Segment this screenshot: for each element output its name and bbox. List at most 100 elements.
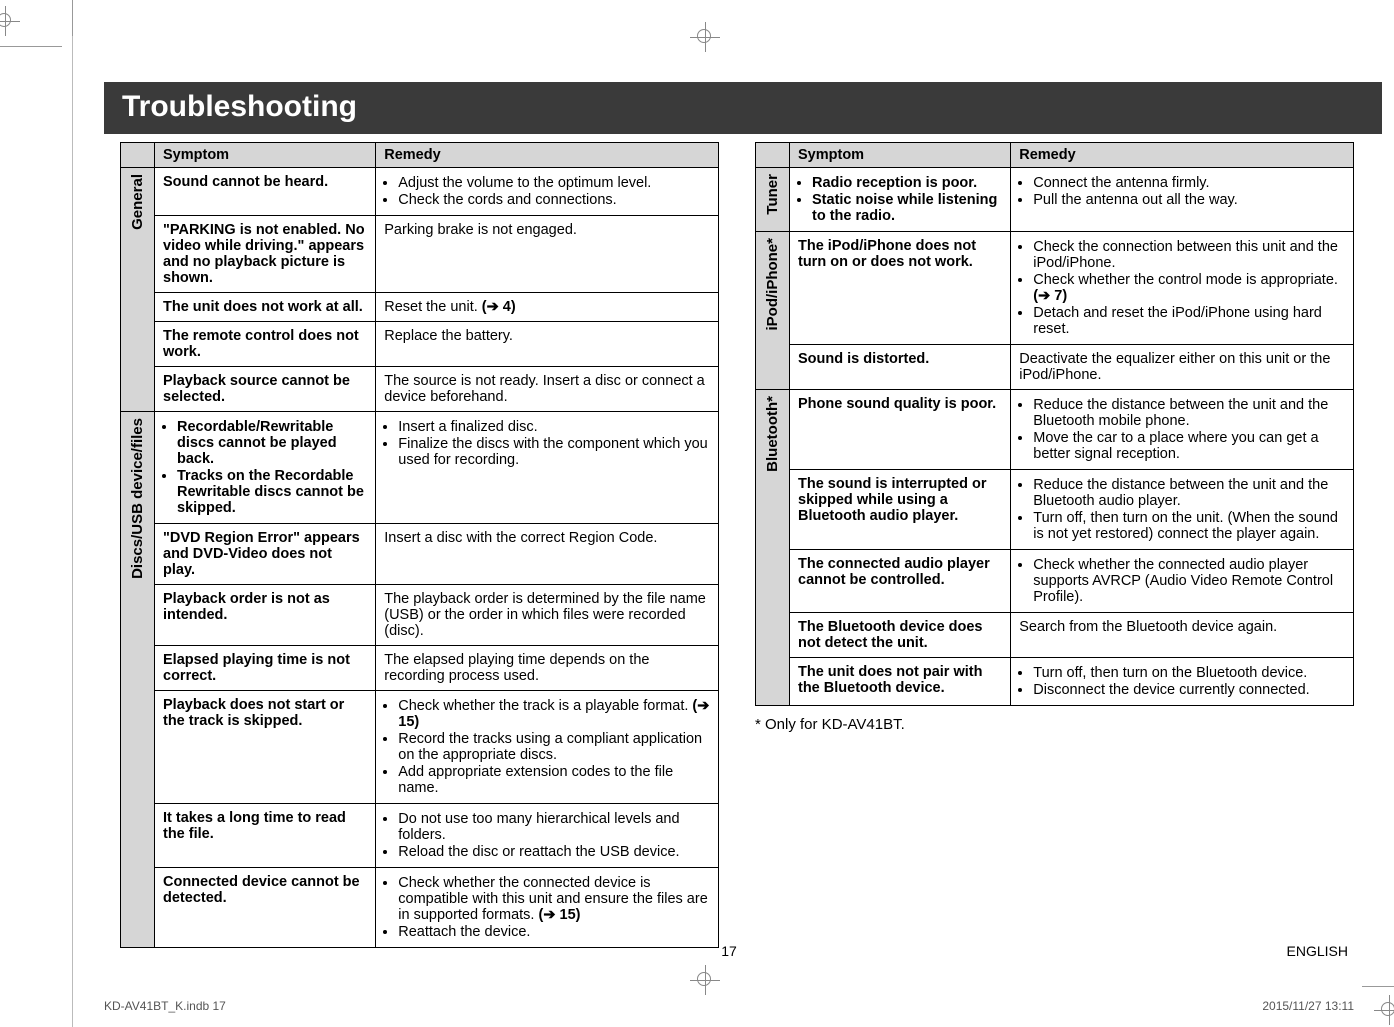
- table-row: Bluetooth*Phone sound quality is poor.Re…: [756, 390, 1354, 470]
- remedy-cell: Replace the battery.: [376, 322, 719, 367]
- symptom-cell: Sound cannot be heard.: [155, 168, 376, 216]
- remedy-item: Check whether the track is a playable fo…: [398, 698, 710, 730]
- remedy-cell: Reduce the distance between the unit and…: [1011, 390, 1354, 470]
- remedy-item: Move the car to a place where you can ge…: [1033, 430, 1345, 462]
- left-column: SymptomRemedyGeneralSound cannot be hear…: [120, 142, 719, 948]
- remedy-cell: Adjust the volume to the optimum level.C…: [376, 168, 719, 216]
- remedy-cell: The playback order is determined by the …: [376, 585, 719, 646]
- section-label: iPod/iPhone*: [756, 232, 790, 390]
- remedy-item: Finalize the discs with the component wh…: [398, 436, 710, 468]
- page-footer: 17 ENGLISH: [104, 943, 1354, 959]
- table-row: The sound is interrupted or skipped whil…: [756, 470, 1354, 550]
- symptom-cell: Connected device cannot be detected.: [155, 868, 376, 948]
- symptom-cell: Radio reception is poor.Static noise whi…: [790, 168, 1011, 232]
- table-row: The unit does not pair with the Bluetoot…: [756, 658, 1354, 706]
- section-label: Discs/USB device/files: [121, 412, 155, 948]
- remedy-item: Check the cords and connections.: [398, 192, 710, 208]
- remedy-item: Check whether the control mode is approp…: [1033, 272, 1345, 304]
- table-row: Sound is distorted.Deactivate the equali…: [756, 345, 1354, 390]
- right-column: SymptomRemedyTunerRadio reception is poo…: [755, 142, 1354, 948]
- remedy-item: Insert a finalized disc.: [398, 419, 710, 435]
- symptom-cell: The Bluetooth device does not detect the…: [790, 613, 1011, 658]
- symptom-cell: Recordable/Rewritable discs cannot be pl…: [155, 412, 376, 524]
- crop-mark: [0, 46, 62, 47]
- remedy-cell: Check the connection between this unit a…: [1011, 232, 1354, 345]
- col-symptom: Symptom: [790, 143, 1011, 168]
- section-label: Tuner: [756, 168, 790, 232]
- table-row: GeneralSound cannot be heard.Adjust the …: [121, 168, 719, 216]
- remedy-cell: Deactivate the equalizer either on this …: [1011, 345, 1354, 390]
- remedy-item: Turn off, then turn on the unit. (When t…: [1033, 510, 1345, 542]
- col-remedy: Remedy: [1011, 143, 1354, 168]
- register-mark-tl: [0, 6, 20, 36]
- table-row: The connected audio player cannot be con…: [756, 550, 1354, 613]
- remedy-cell: Parking brake is not engaged.: [376, 216, 719, 293]
- register-mark-top: [690, 22, 720, 52]
- symptom-cell: Playback does not start or the track is …: [155, 691, 376, 804]
- remedy-item: Adjust the volume to the optimum level.: [398, 175, 710, 191]
- remedy-cell: Check whether the connected audio player…: [1011, 550, 1354, 613]
- table-row: Discs/USB device/filesRecordable/Rewrita…: [121, 412, 719, 524]
- remedy-cell: Turn off, then turn on the Bluetooth dev…: [1011, 658, 1354, 706]
- remedy-item: Disconnect the device currently connecte…: [1033, 682, 1345, 698]
- remedy-item: Reattach the device.: [398, 924, 710, 940]
- symptom-cell: Playback source cannot be selected.: [155, 367, 376, 412]
- remedy-item: Detach and reset the iPod/iPhone using h…: [1033, 305, 1345, 337]
- symptom-cell: The iPod/iPhone does not turn on or does…: [790, 232, 1011, 345]
- symptom-cell: Phone sound quality is poor.: [790, 390, 1011, 470]
- col-symptom: Symptom: [155, 143, 376, 168]
- remedy-item: Check whether the connected audio player…: [1033, 557, 1345, 605]
- table-row: Connected device cannot be detected. Chec…: [121, 868, 719, 948]
- remedy-item: Pull the antenna out all the way.: [1033, 192, 1345, 208]
- remedy-cell: Reduce the distance between the unit and…: [1011, 470, 1354, 550]
- content-area: SymptomRemedyGeneralSound cannot be hear…: [120, 142, 1354, 948]
- symptom-cell: Elapsed playing time is not correct.: [155, 646, 376, 691]
- symptom-cell: It takes a long time to read the file.: [155, 804, 376, 868]
- symptom-cell: "PARKING is not enabled. No video while …: [155, 216, 376, 293]
- section-label: General: [121, 168, 155, 412]
- table-row: Elapsed playing time is not correct.The …: [121, 646, 719, 691]
- symptom-item: Tracks on the Recordable Rewritable disc…: [177, 468, 367, 516]
- remedy-item: Check whether the connected device is co…: [398, 875, 710, 923]
- crop-mark: [1362, 986, 1394, 987]
- table-row: Playback order is not as intended.The pl…: [121, 585, 719, 646]
- register-mark-bottom: [690, 965, 720, 995]
- remedy-item: Record the tracks using a compliant appl…: [398, 731, 710, 763]
- remedy-item: Check the connection between this unit a…: [1033, 239, 1345, 271]
- table-row: "DVD Region Error" appears and DVD-Video…: [121, 524, 719, 585]
- remedy-item: Do not use too many hierarchical levels …: [398, 811, 710, 843]
- remedy-item: Reload the disc or reattach the USB devi…: [398, 844, 710, 860]
- table-row: The unit does not work at all.Reset the …: [121, 293, 719, 322]
- remedy-cell: The source is not ready. Insert a disc o…: [376, 367, 719, 412]
- table-row: Playback source cannot be selected.The s…: [121, 367, 719, 412]
- remedy-cell: Connect the antenna firmly.Pull the ante…: [1011, 168, 1354, 232]
- remedy-item: Reduce the distance between the unit and…: [1033, 477, 1345, 509]
- table-row: TunerRadio reception is poor.Static nois…: [756, 168, 1354, 232]
- page-title: Troubleshooting: [104, 82, 1382, 134]
- symptom-cell: Playback order is not as intended.: [155, 585, 376, 646]
- troubleshooting-table-left: SymptomRemedyGeneralSound cannot be hear…: [120, 142, 719, 948]
- remedy-cell: Do not use too many hierarchical levels …: [376, 804, 719, 868]
- remedy-item: Turn off, then turn on the Bluetooth dev…: [1033, 665, 1345, 681]
- symptom-cell: The sound is interrupted or skipped whil…: [790, 470, 1011, 550]
- symptom-cell: Sound is distorted.: [790, 345, 1011, 390]
- imposition-footer: KD-AV41BT_K.indb 17 2015/11/27 13:11: [104, 999, 1354, 1013]
- symptom-cell: The remote control does not work.: [155, 322, 376, 367]
- footnote: * Only for KD-AV41BT.: [755, 716, 1354, 733]
- table-row: The remote control does not work.Replace…: [121, 322, 719, 367]
- trim-line: [72, 0, 73, 1027]
- table-row: It takes a long time to read the file. Do…: [121, 804, 719, 868]
- remedy-item: Reduce the distance between the unit and…: [1033, 397, 1345, 429]
- crop-mark: [72, 0, 73, 36]
- remedy-cell: Check whether the connected device is co…: [376, 868, 719, 948]
- symptom-item: Static noise while listening to the radi…: [812, 192, 1002, 224]
- print-date: 2015/11/27 13:11: [1262, 999, 1354, 1013]
- table-row: Playback does not start or the track is …: [121, 691, 719, 804]
- table-row: "PARKING is not enabled. No video while …: [121, 216, 719, 293]
- symptom-cell: The unit does not pair with the Bluetoot…: [790, 658, 1011, 706]
- page-number: 17: [721, 943, 737, 959]
- troubleshooting-table-right: SymptomRemedyTunerRadio reception is poo…: [755, 142, 1354, 706]
- source-file: KD-AV41BT_K.indb 17: [104, 999, 226, 1013]
- remedy-cell: Check whether the track is a playable fo…: [376, 691, 719, 804]
- remedy-cell: Insert a finalized disc.Finalize the dis…: [376, 412, 719, 524]
